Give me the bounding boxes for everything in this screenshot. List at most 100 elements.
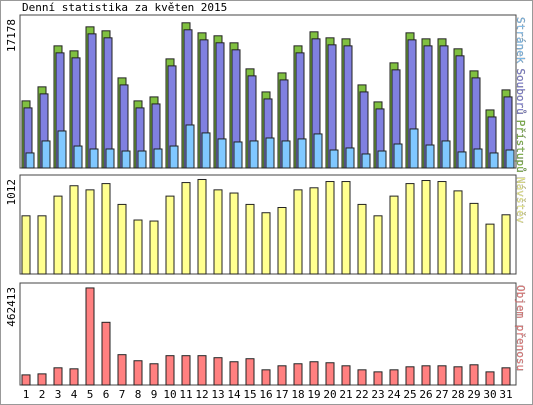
bar xyxy=(265,137,275,169)
bar xyxy=(437,365,447,386)
bar xyxy=(165,355,175,386)
bar xyxy=(455,55,465,169)
bar xyxy=(309,361,319,386)
bar xyxy=(473,148,483,169)
bar xyxy=(441,140,451,169)
bar xyxy=(117,354,127,386)
bar xyxy=(201,132,211,169)
bar xyxy=(297,138,307,169)
bar xyxy=(405,366,415,386)
x-tick-label: 23 xyxy=(371,388,384,401)
bar xyxy=(409,128,419,169)
bar xyxy=(37,215,47,275)
bar xyxy=(389,195,399,275)
bar xyxy=(501,367,511,386)
x-tick-label: 27 xyxy=(435,388,448,401)
legend-entry: Objem přenosu xyxy=(514,285,527,371)
legend-entry: Přístupů xyxy=(514,120,527,173)
bar xyxy=(105,148,115,169)
bar xyxy=(117,203,127,275)
bar xyxy=(281,140,291,169)
bar xyxy=(197,178,207,275)
x-tick-label: 28 xyxy=(451,388,464,401)
x-tick-label: 25 xyxy=(403,388,416,401)
bar xyxy=(169,145,179,169)
bar xyxy=(41,140,51,169)
bar xyxy=(73,145,83,169)
bar xyxy=(469,364,479,386)
bar xyxy=(277,207,287,275)
bar xyxy=(373,371,383,386)
bar xyxy=(121,150,131,169)
bar xyxy=(485,371,495,386)
x-tick-label: 10 xyxy=(163,388,176,401)
bar xyxy=(133,360,143,386)
bar xyxy=(21,374,31,386)
bar xyxy=(457,151,467,169)
x-tick-label: 1 xyxy=(23,388,30,401)
bar xyxy=(293,189,303,275)
bar xyxy=(341,181,351,275)
x-tick-label: 30 xyxy=(483,388,496,401)
bar xyxy=(325,181,335,275)
bar xyxy=(103,37,113,169)
bar xyxy=(245,358,255,386)
x-tick-label: 15 xyxy=(243,388,256,401)
bar xyxy=(421,365,431,386)
bar xyxy=(89,148,99,169)
bar xyxy=(69,185,79,275)
legend: Návštěv xyxy=(514,177,527,224)
legend-entry: Stránek xyxy=(514,17,527,64)
x-tick-label: 3 xyxy=(55,388,62,401)
bar xyxy=(309,187,319,275)
bar xyxy=(185,124,195,169)
x-tick-label: 20 xyxy=(323,388,336,401)
y-tick-label: 462413 xyxy=(5,287,18,327)
bar xyxy=(53,367,63,386)
legend-entry: Návštěv xyxy=(514,177,527,224)
x-tick-label: 7 xyxy=(119,388,126,401)
bar xyxy=(21,215,31,275)
x-tick-label: 11 xyxy=(179,388,192,401)
bar xyxy=(245,203,255,275)
bar xyxy=(85,287,95,386)
y-tick-label: 1012 xyxy=(5,179,18,206)
bar xyxy=(357,369,367,386)
bar xyxy=(341,365,351,386)
bar xyxy=(229,361,239,386)
bar xyxy=(405,183,415,275)
bar xyxy=(69,368,79,386)
bar xyxy=(293,363,303,386)
bar xyxy=(373,215,383,275)
x-tick-label: 31 xyxy=(499,388,512,401)
x-tick-label: 21 xyxy=(339,388,352,401)
bar xyxy=(501,214,511,275)
x-tick-label: 18 xyxy=(291,388,304,401)
x-tick-label: 13 xyxy=(211,388,224,401)
x-tick-label: 4 xyxy=(71,388,78,401)
bar xyxy=(437,181,447,275)
bar xyxy=(361,153,371,169)
bar xyxy=(25,152,35,169)
bar xyxy=(393,143,403,169)
bar xyxy=(329,149,339,169)
chart-title: Denní statistika za květen 2015 xyxy=(22,1,227,14)
bar xyxy=(85,189,95,275)
bar xyxy=(101,321,111,386)
bar xyxy=(489,152,499,169)
bar xyxy=(249,140,259,169)
x-tick-label: 22 xyxy=(355,388,368,401)
x-tick-label: 5 xyxy=(87,388,94,401)
bar xyxy=(37,373,47,386)
bar xyxy=(505,149,515,169)
bar xyxy=(425,144,435,169)
bar xyxy=(133,219,143,275)
x-tick-label: 2 xyxy=(39,388,46,401)
bar xyxy=(453,190,463,275)
bar xyxy=(149,220,159,275)
bar xyxy=(357,203,367,275)
bar xyxy=(87,33,97,169)
bar xyxy=(233,141,243,169)
bar xyxy=(389,369,399,386)
legend: Objem přenosu xyxy=(514,285,527,371)
